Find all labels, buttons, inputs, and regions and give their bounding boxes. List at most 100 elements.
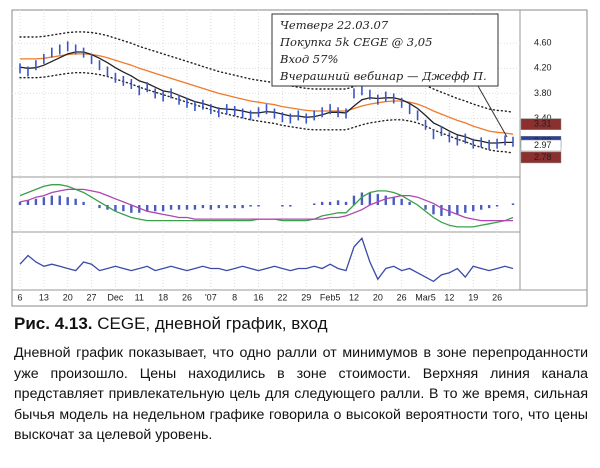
histogram-bar (122, 205, 125, 212)
histogram-bar (185, 205, 189, 210)
histogram-bar (281, 205, 284, 207)
y-tick-label: 3.40 (534, 113, 552, 123)
x-tick-label: 16 (254, 292, 264, 302)
price-marker (520, 139, 562, 152)
histogram-bar (249, 205, 252, 207)
x-tick-label: 12 (444, 292, 454, 302)
price-marker-label: 2.78 (534, 152, 552, 162)
histogram-bar (352, 195, 356, 205)
histogram-bar (456, 205, 459, 215)
x-tick-label: 20 (63, 292, 73, 302)
histogram-bar (50, 195, 54, 205)
price-marker-label: 3.31 (534, 119, 552, 129)
histogram-bar (344, 201, 348, 205)
x-tick-label: 26 (397, 292, 407, 302)
histogram-bar (26, 200, 30, 205)
histogram-bar (225, 205, 228, 209)
histogram-bar (360, 192, 364, 205)
histogram-bar (82, 201, 85, 205)
annotation-line: Вход 57% (279, 52, 338, 66)
annotation-arrow (477, 85, 508, 138)
histogram-bar (313, 203, 316, 205)
price-marker (520, 118, 562, 130)
histogram-bar (106, 205, 109, 210)
histogram-bar (169, 205, 173, 210)
indicator-line (20, 53, 514, 135)
histogram-bar (66, 197, 69, 205)
histogram-bar (138, 205, 141, 213)
chart: 6 13 20 27 Dec 11 18 26 '07 8 16 22 29 Feb5 12 20 26 Mar5… (11, 9, 588, 307)
figure-label: Рис. 4.13. (14, 314, 93, 333)
y-tick-label: 4.60 (534, 38, 552, 48)
body-text: Дневной график показывает, что одно ралл… (14, 345, 588, 443)
histogram-bar (511, 203, 515, 205)
histogram-bar (98, 205, 101, 209)
histogram-bar (400, 198, 403, 205)
x-tick-label: 20 (373, 292, 383, 302)
histogram-bar (487, 205, 491, 209)
histogram-bar (34, 198, 38, 205)
x-tick-label: 26 (182, 292, 192, 302)
x-tick-label: '07 (205, 292, 217, 302)
histogram-bar (257, 205, 260, 207)
price-marker (520, 151, 562, 164)
histogram-bar (424, 205, 427, 210)
histogram-bar (58, 195, 61, 205)
x-tick-label: 27 (87, 292, 97, 302)
x-tick-label: 11 (135, 292, 144, 302)
histogram-bar (193, 205, 197, 210)
annotation: Четверг 22.03.07 Покупка 5k CEGE @ 3,05 … (271, 13, 508, 138)
annotation-line: Вчерашний вебинар — Джефф П. (279, 69, 487, 83)
histogram-bar (241, 205, 244, 209)
x-tick-label: Mar5 (415, 292, 436, 302)
annotation-line: Четверг 22.03.07 (280, 18, 389, 32)
y-tick-label: 3.80 (534, 88, 552, 98)
channel-line (19, 72, 514, 154)
annotation-box (271, 13, 499, 87)
histogram-bar (18, 201, 22, 205)
histogram-bar (495, 205, 499, 207)
indicator-line (19, 188, 513, 222)
x-tick-label: 19 (468, 292, 478, 302)
plot-area: 6 13 20 27 Dec 11 18 26 '07 8 16 22 29 Feb5 12 20 26 Mar5… (12, 10, 562, 302)
histogram-bar (408, 201, 411, 205)
price-marker-label: 2.97 (534, 140, 552, 150)
x-tick-label: 26 (492, 292, 502, 302)
histogram-bar (392, 197, 395, 205)
x-tick-label: 18 (158, 292, 168, 302)
y-tick-label: 4.20 (534, 63, 552, 73)
histogram-bar (384, 195, 387, 205)
histogram-bar (74, 198, 77, 205)
histogram-bar (209, 205, 213, 210)
x-tick-label: 6 (17, 292, 22, 302)
histogram-bar (161, 205, 165, 212)
histogram-bar (368, 192, 372, 205)
histogram-bar (114, 205, 117, 212)
histogram-bar (233, 205, 236, 209)
histogram-bar (153, 205, 157, 212)
annotation-line: Покупка 5k CEGE @ 3,05 (279, 35, 432, 49)
figure-caption: Рис. 4.13. CEGE, дневной график, вход (14, 314, 328, 334)
x-tick-label: 13 (39, 292, 49, 302)
x-tick-label: 8 (232, 292, 237, 302)
histogram-bar (328, 201, 332, 205)
histogram-bar (289, 205, 292, 207)
x-tick-label: 12 (349, 292, 359, 302)
channel-line (19, 31, 514, 113)
histogram-bar (320, 201, 324, 205)
x-tick-label: 22 (277, 292, 287, 302)
histogram-bar (440, 205, 443, 216)
histogram-bar (432, 205, 435, 215)
caption-text: CEGE, дневной график, вход (97, 314, 328, 333)
histogram-bar (464, 205, 467, 213)
histogram-bar (448, 205, 451, 216)
histogram-bar (201, 205, 205, 209)
histogram-bar (472, 205, 475, 212)
x-tick-label: 29 (301, 292, 311, 302)
indicator-line (19, 237, 514, 283)
histogram-bar (217, 205, 220, 209)
histogram-bar (130, 205, 133, 213)
x-tick-label: Feb5 (320, 292, 341, 302)
histogram-bar (146, 205, 149, 212)
